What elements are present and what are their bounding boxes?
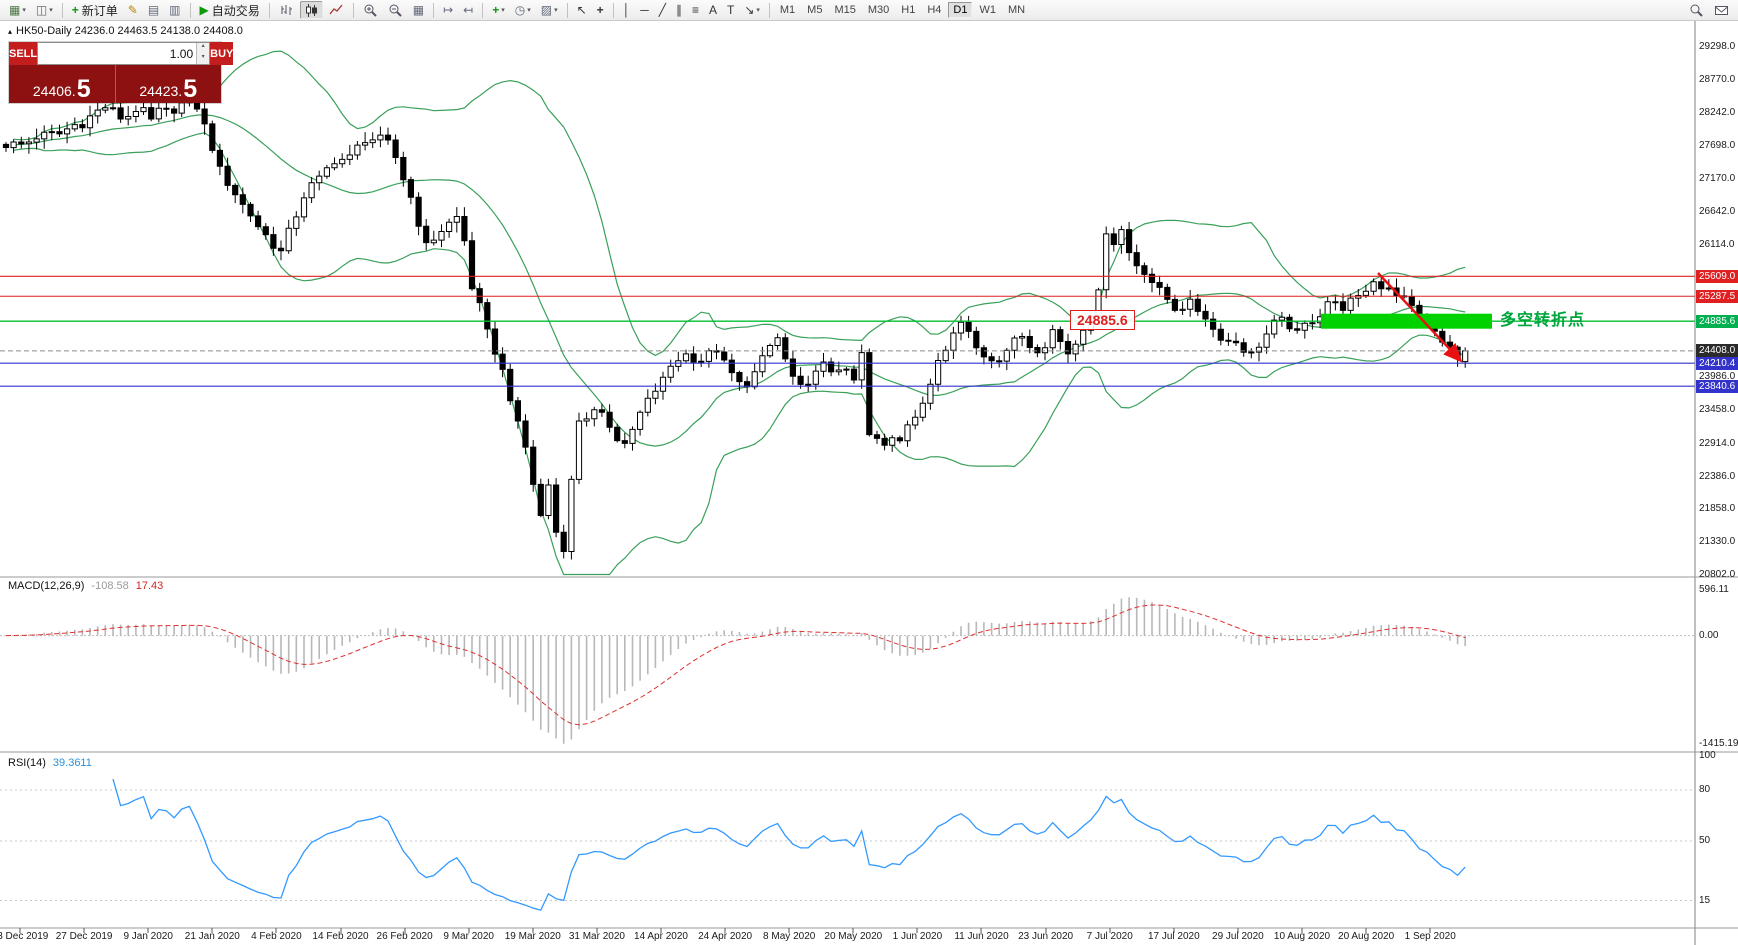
market-watch-button[interactable]: ▤ [147,3,160,17]
rsi-value: 39.3611 [52,757,92,769]
volume-decrease-button[interactable]: ▾ [197,53,210,64]
sell-button[interactable]: SELL [9,42,38,65]
toolbar-separator [482,2,484,18]
arrows-button[interactable]: ↘ ▾ [744,3,760,17]
channel-button[interactable]: ∥ [675,3,682,17]
toolbar-separator [268,2,270,18]
toolbar-separator [566,2,568,18]
sell-price[interactable]: 24406. 5 [9,65,116,103]
text-label-button[interactable]: T [726,3,735,17]
timeframe-m1[interactable]: M1 [779,4,796,16]
one-click-trading-panel: SELL ▴ ▾ BUY 24406.5 24423.5 [9,42,234,103]
strategy-tester-button[interactable]: ▥ [169,3,181,17]
macd-indicator-label: MACD(12,26,9) -108.58 17.43 [8,580,163,592]
sell-price-large: 5 [76,74,91,103]
vertical-line-button[interactable]: │ [622,3,631,17]
text-button[interactable]: A [708,3,717,17]
candlestick-chart-button[interactable] [299,1,323,19]
timeframe-m30[interactable]: M30 [867,4,890,16]
volume-input[interactable] [38,43,197,64]
toolbar-separator [433,2,435,18]
chart-info-line: ▴ HK50-Daily 24236.0 24463.5 24138.0 2440… [8,25,243,37]
tile-windows-button[interactable]: ▦ [412,3,425,17]
timeframe-d1[interactable]: D1 [948,2,973,18]
profiles-button[interactable]: ◫ ▾ [35,3,53,17]
timeframe-w1[interactable]: W1 [979,4,996,16]
cursor-button[interactable]: ↖ [576,3,587,17]
new-chart-button[interactable]: ▦ ▾ [9,3,26,17]
zoom-out-button[interactable] [384,1,407,19]
search-button[interactable] [1685,1,1708,19]
toolbar-separator [189,2,191,18]
volume-field-wrap: ▴ ▾ [37,42,211,65]
sell-price-small: 24406. [32,82,76,99]
toolbar-separator [61,2,63,18]
buy-price-large: 5 [183,74,198,103]
bar-chart-button[interactable] [275,1,298,19]
volume-spinner: ▴ ▾ [196,43,210,64]
macd-main-value: -108.58 [91,580,129,592]
toolbar-separator [612,2,614,18]
toolbar: ▦ ▾ ◫ ▾ + 新订单 ✎ ▤ ▥ ▶ 自动交易 ▦ ↦ ↤ + ▾ ◷ ▾ ▨ ▾ ↖ + │ ─ ╱ ∥ ≡ A T ↘ ▾ M1 M5… [0,0,1738,21]
trendline-button[interactable]: ╱ [658,3,666,17]
rsi-name: RSI(14) [8,757,46,769]
indicators-button[interactable]: + ▾ [492,3,505,17]
horizontal-line-button[interactable]: ─ [640,3,649,17]
rsi-indicator-label: RSI(14) 39.3611 [8,757,92,769]
timeframe-h4[interactable]: H4 [927,4,942,16]
timeframe-m15[interactable]: M15 [834,4,856,16]
metaeditor-button[interactable]: ✎ [127,3,138,17]
chart-shift-button[interactable]: ↤ [463,3,474,17]
timeframe-m5[interactable]: M5 [807,4,823,16]
periods-button[interactable]: ◷ ▾ [514,3,531,17]
ohlc-info-text: HK50-Daily 24236.0 24463.5 24138.0 24408… [16,25,243,37]
timeframe-h1[interactable]: H1 [901,4,916,16]
mail-button[interactable] [1710,1,1733,19]
toolbar-separator [768,2,770,18]
buy-button[interactable]: BUY [210,42,234,65]
new-order-button[interactable]: + 新订单 [71,3,118,18]
templates-button[interactable]: ▨ ▾ [540,3,558,17]
auto-scroll-button[interactable]: ↦ [443,3,454,17]
macd-signal-value: 17.43 [135,580,164,592]
buy-price[interactable]: 24423. 5 [116,65,222,103]
turning-point-note: 多空转折点 [1500,312,1586,329]
line-chart-button[interactable] [325,1,348,19]
toolbar-right-group [1684,1,1734,19]
timeframe-mn[interactable]: MN [1007,4,1026,16]
crosshair-button[interactable]: + [596,3,604,17]
one-click-panel-toggle[interactable]: ▴ [8,27,13,36]
autotrading-button[interactable]: ▶ 自动交易 [199,3,260,18]
macd-name: MACD(12,26,9) [8,580,85,592]
volume-increase-button[interactable]: ▴ [197,43,210,54]
zoom-in-button[interactable] [359,1,382,19]
buy-price-small: 24423. [139,82,183,99]
fibonacci-button[interactable]: ≡ [691,3,699,17]
toolbar-separator [352,2,354,18]
price-level-callout[interactable]: 24885.6 [1070,310,1135,330]
